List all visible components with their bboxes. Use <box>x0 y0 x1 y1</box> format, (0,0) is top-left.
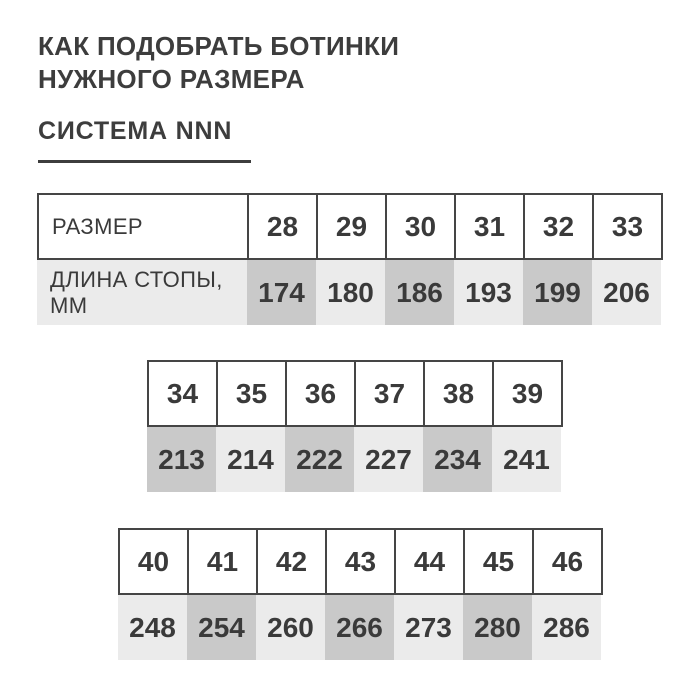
length-cell: 222 <box>285 427 354 492</box>
length-cell: 260 <box>256 595 325 660</box>
length-cell: 227 <box>354 427 423 492</box>
length-row-label: ДЛИНА СТОПЫ, ММ <box>37 260 247 325</box>
size-header-cell: 42 <box>256 528 327 595</box>
length-cell: 248 <box>118 595 187 660</box>
length-cell: 174 <box>247 260 316 325</box>
length-cell: 186 <box>385 260 454 325</box>
size-header-cell: 45 <box>463 528 534 595</box>
size-header-cell: 28 <box>247 193 318 260</box>
size-header-cell: 29 <box>316 193 387 260</box>
size-table-28-33: РАЗМЕР 28 29 30 31 32 33 ДЛИНА СТОПЫ, ММ 174 180 18… <box>37 193 663 325</box>
length-cell: 234 <box>423 427 492 492</box>
size-header-cell: 43 <box>325 528 396 595</box>
length-data-row: 248 254 260 266 273 280 286 <box>118 595 603 660</box>
length-data-row: ДЛИНА СТОПЫ, ММ 174 180 186 193 199 206 <box>37 260 663 325</box>
size-header-cell: 32 <box>523 193 594 260</box>
length-cell: 241 <box>492 427 561 492</box>
size-header-cell: 34 <box>147 360 218 427</box>
length-cell: 286 <box>532 595 601 660</box>
length-row-label-line1: ДЛИНА СТОПЫ, <box>50 266 223 292</box>
size-header-cell: 38 <box>423 360 494 427</box>
size-header-cell: 37 <box>354 360 425 427</box>
size-header-cell: 33 <box>592 193 663 260</box>
size-header-cell: 36 <box>285 360 356 427</box>
size-header-cell: 40 <box>118 528 189 595</box>
length-cell: 273 <box>394 595 463 660</box>
size-header-row: 34 35 36 37 38 39 <box>147 360 563 427</box>
length-cell: 206 <box>592 260 661 325</box>
size-header-cell: 30 <box>385 193 456 260</box>
length-cell: 199 <box>523 260 592 325</box>
length-cell: 266 <box>325 595 394 660</box>
length-row-label-line2: ММ <box>50 292 88 318</box>
size-table-34-39: 34 35 36 37 38 39 213 214 222 227 234 241 <box>147 360 563 492</box>
page-title: КАК ПОДОБРАТЬ БОТИНКИ НУЖНОГО РАЗМЕРА <box>38 30 399 96</box>
length-cell: 180 <box>316 260 385 325</box>
size-header-cell: 44 <box>394 528 465 595</box>
size-header-cell: 31 <box>454 193 525 260</box>
length-data-row: 213 214 222 227 234 241 <box>147 427 563 492</box>
subtitle-underline <box>38 160 251 163</box>
size-header-row: РАЗМЕР 28 29 30 31 32 33 <box>37 193 663 260</box>
length-cell: 214 <box>216 427 285 492</box>
length-cell: 254 <box>187 595 256 660</box>
size-header-cell: 41 <box>187 528 258 595</box>
size-header-row: 40 41 42 43 44 45 46 <box>118 528 603 595</box>
page-title-line1: КАК ПОДОБРАТЬ БОТИНКИ <box>38 31 400 61</box>
size-header-cell: 35 <box>216 360 287 427</box>
length-cell: 193 <box>454 260 523 325</box>
length-cell: 213 <box>147 427 216 492</box>
page-title-line2: НУЖНОГО РАЗМЕРА <box>38 64 305 94</box>
size-header-cell: 39 <box>492 360 563 427</box>
system-subtitle: СИСТЕМА NNN <box>38 117 233 145</box>
size-header-cell: 46 <box>532 528 603 595</box>
size-row-label: РАЗМЕР <box>37 193 249 260</box>
length-cell: 280 <box>463 595 532 660</box>
size-table-40-46: 40 41 42 43 44 45 46 248 254 260 266 273 280 286 <box>118 528 603 660</box>
